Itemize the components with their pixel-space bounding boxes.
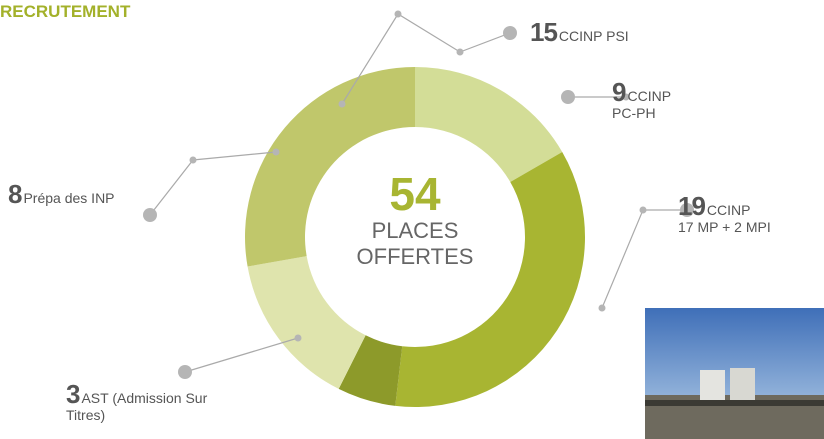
label-value: 15 xyxy=(530,17,558,47)
leader-dot xyxy=(189,156,197,164)
data-label: 8 Prépa des INP xyxy=(8,181,158,207)
center-label: 54 PLACES OFFERTES xyxy=(315,170,515,270)
center-line: PLACES xyxy=(371,218,459,243)
label-detail: PC-PH xyxy=(612,105,656,121)
label-name: Prépa des INP xyxy=(23,190,115,206)
leader-dot xyxy=(294,334,302,342)
label-name: CCINP PSI xyxy=(558,28,629,44)
leader-dot xyxy=(680,203,694,217)
center-value: 54 xyxy=(389,168,441,220)
leader-line xyxy=(184,337,299,373)
label-name: CCINP xyxy=(706,202,751,218)
label-name: CCINP xyxy=(627,88,672,104)
leader-dot xyxy=(272,148,280,156)
leader-line xyxy=(601,209,687,309)
leader-dot xyxy=(143,208,157,222)
label-detail: 17 MP + 2 MPI xyxy=(678,219,771,235)
data-label: 19 CCINP 17 MP + 2 MPI xyxy=(678,193,818,236)
data-label: 15 CCINP PSI xyxy=(530,19,670,45)
center-line: OFFERTES xyxy=(356,244,474,269)
label-value: 9 xyxy=(612,77,627,107)
donut-segment xyxy=(247,256,366,389)
donut-segment xyxy=(245,67,415,267)
donut-segment xyxy=(338,335,403,406)
donut-segment xyxy=(415,67,563,182)
leader-dot xyxy=(622,93,630,101)
leader-dot xyxy=(394,10,402,18)
leader-dot xyxy=(456,48,464,56)
data-label: 3 AST (Admission Sur Titres) xyxy=(66,381,216,424)
leader-dot xyxy=(178,365,192,379)
leader-dot xyxy=(503,26,517,40)
photo xyxy=(645,308,824,439)
label-value: 19 xyxy=(678,191,706,221)
label-value: 8 xyxy=(8,179,23,209)
donut-segment xyxy=(395,152,585,407)
label-name: AST (Admission Sur Titres) xyxy=(66,390,208,423)
leader-dot xyxy=(561,90,575,104)
label-value: 3 xyxy=(66,379,81,409)
leader-line xyxy=(341,13,511,105)
title: RECRUTEMENT xyxy=(0,2,131,21)
data-label: 9 CCINP PC-PH xyxy=(612,79,702,122)
leader-dot xyxy=(598,304,606,312)
leader-dot xyxy=(338,100,346,108)
leader-dot xyxy=(639,206,647,214)
